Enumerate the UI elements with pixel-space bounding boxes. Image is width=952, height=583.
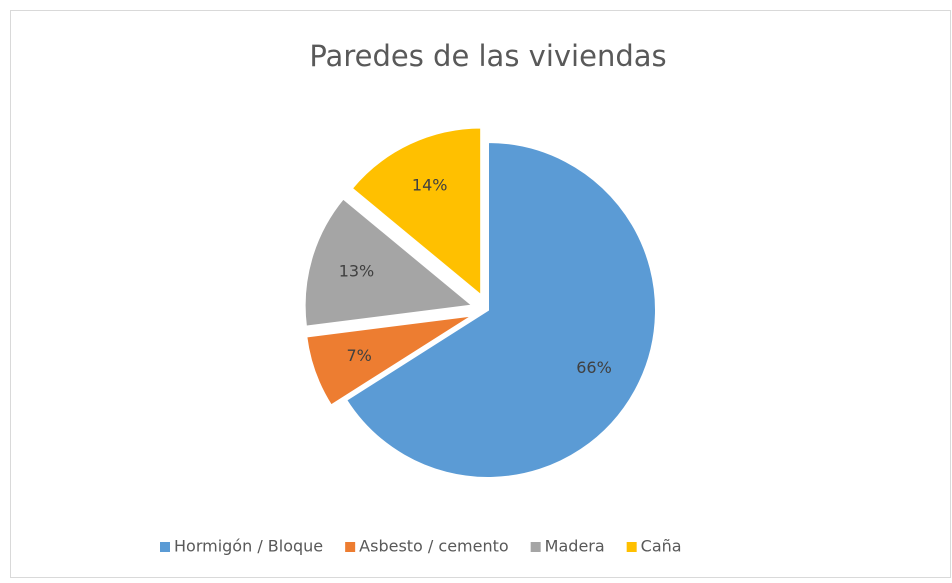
legend-label: Asbesto / cemento (359, 537, 509, 556)
legend-swatch (530, 542, 541, 552)
legend-swatch (345, 542, 356, 552)
pie-slice (305, 314, 474, 407)
chart-title: Paredes de las viviendas (309, 39, 666, 73)
legend-label: Madera (545, 537, 605, 556)
data-label: 7% (346, 346, 371, 365)
data-label: 14% (412, 176, 448, 195)
pie-slice (350, 126, 483, 298)
data-label: 66% (576, 358, 612, 377)
legend-swatch (626, 542, 637, 552)
pie-slice (303, 197, 476, 328)
legend-label: Hormigón / Bloque (174, 537, 323, 556)
legend-label: Caña (641, 537, 682, 556)
pie-slice (344, 140, 657, 479)
data-label: 13% (339, 261, 375, 280)
legend-swatch (160, 542, 170, 552)
